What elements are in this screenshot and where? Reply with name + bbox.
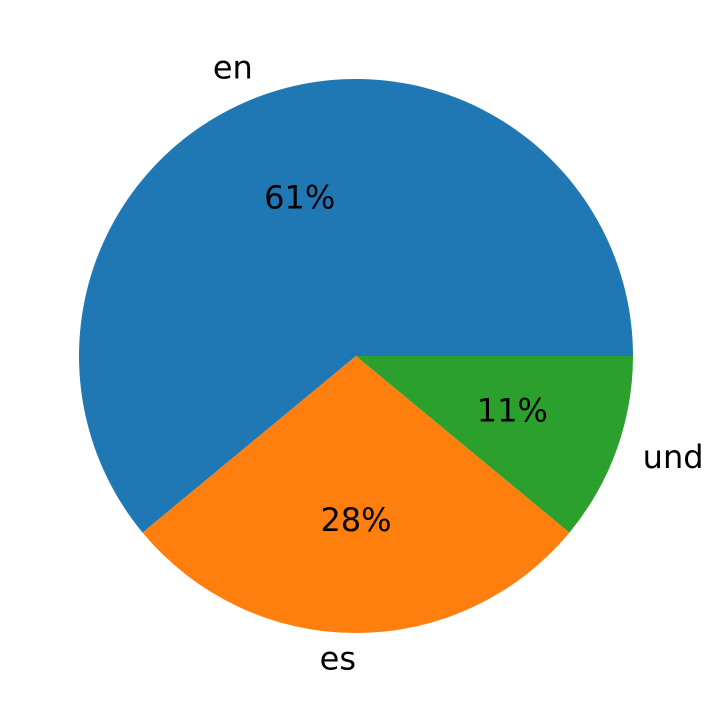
pct-label: 61% [264, 179, 335, 217]
slice-label: es [320, 640, 356, 678]
slice-label: und [643, 438, 704, 476]
pct-label: 28% [320, 501, 391, 539]
pie-slice [78, 78, 634, 533]
pie-slice [356, 356, 633, 533]
slice-label: en [213, 48, 253, 86]
pie-slice [142, 356, 570, 633]
pct-label: 11% [477, 391, 548, 429]
